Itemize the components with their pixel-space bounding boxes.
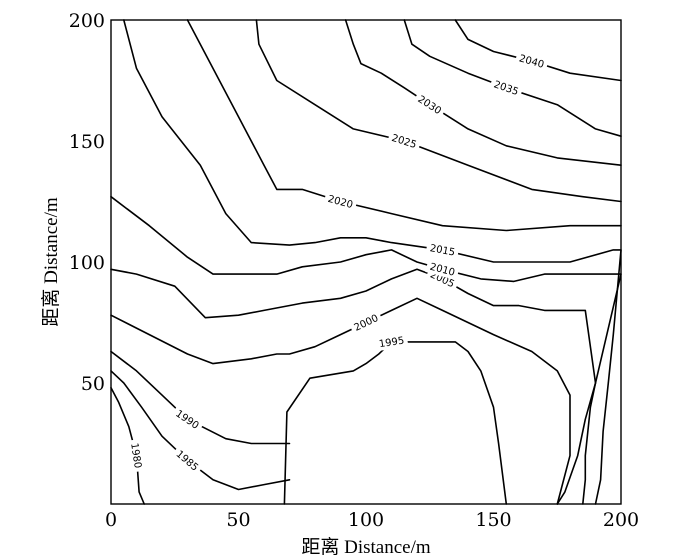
contour-1995 — [283, 341, 508, 505]
contour-2040 — [454, 19, 622, 82]
y-tick-label: 100 — [69, 252, 105, 274]
x-axis-label: 距离 Distance/m — [301, 536, 431, 558]
contour-1990 — [110, 350, 291, 445]
contour-label-bg — [127, 438, 146, 473]
contour-label-bg — [323, 190, 358, 213]
contour-label-bg — [386, 129, 422, 153]
y-tick-labels: 50 100 150 200 — [69, 10, 105, 395]
x-tick-label: 50 — [226, 509, 250, 531]
contour-label-1980: 1980 — [128, 442, 143, 469]
contour-2025 — [255, 19, 622, 203]
contour-label-bg — [425, 258, 460, 281]
x-tick-labels: 0 50 100 150 200 — [105, 509, 639, 531]
contour-lines — [110, 19, 622, 505]
contour-2030 — [344, 19, 622, 166]
contour-label-bg — [170, 444, 205, 477]
contour-label-bg — [514, 50, 550, 73]
contour-2015 — [123, 19, 622, 505]
x-tick-label: 200 — [603, 509, 639, 531]
contour-label-bg — [348, 309, 384, 336]
contour-label-2025: 2025 — [390, 133, 418, 151]
contour-label-bg — [170, 404, 205, 435]
y-axis-label: 距离 Distance/m — [40, 197, 62, 327]
x-tick-label: 150 — [475, 509, 511, 531]
plot-frame — [110, 19, 622, 505]
y-tick-label: 50 — [81, 373, 105, 395]
contour-2035 — [403, 19, 622, 137]
contour-2000 — [110, 297, 571, 505]
contour-label-2035: 2035 — [492, 79, 520, 98]
y-tick-label: 150 — [69, 131, 105, 153]
y-tick-label: 200 — [69, 10, 105, 32]
x-tick-label: 100 — [348, 509, 384, 531]
contour-label-2015: 2015 — [429, 243, 456, 259]
contour-2020 — [186, 19, 622, 232]
contour-label-bg — [488, 75, 524, 100]
contour-label-bg — [412, 90, 447, 120]
contour-label-bg — [374, 332, 409, 352]
x-tick-label: 0 — [105, 509, 117, 531]
contour-label-bg — [425, 240, 460, 260]
contour-label-1995: 1995 — [378, 335, 405, 350]
contour-2005 — [110, 268, 597, 505]
